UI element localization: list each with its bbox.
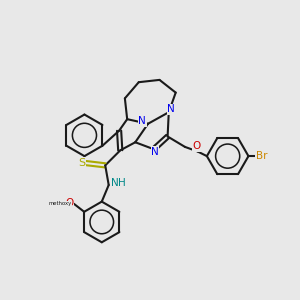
Text: H: H <box>118 178 126 188</box>
Text: methoxy: methoxy <box>48 201 71 206</box>
Text: O: O <box>65 198 73 208</box>
Text: N: N <box>111 178 119 188</box>
Text: N: N <box>138 116 146 127</box>
Text: O: O <box>192 141 201 152</box>
Text: N: N <box>151 147 159 157</box>
Text: Br: Br <box>256 151 267 161</box>
Text: S: S <box>78 158 85 168</box>
Text: N: N <box>167 104 175 115</box>
